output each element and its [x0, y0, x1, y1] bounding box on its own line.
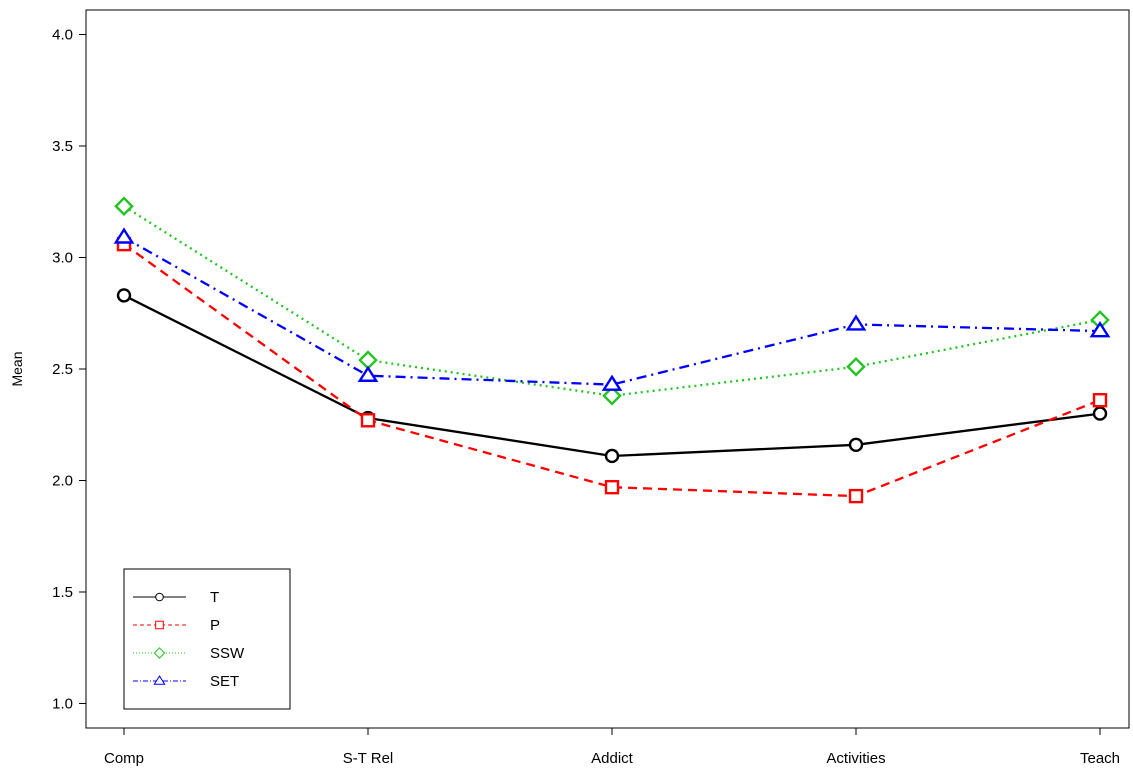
- y-tick-label: 2.0: [52, 472, 73, 489]
- triangle-marker-1: [357, 365, 379, 382]
- y-axis: 1.0 1.5 2.0 2.5 3.0 3.5 4.0: [52, 27, 87, 712]
- legend-marker: [153, 675, 166, 685]
- y-tick-label: 3.0: [52, 250, 73, 267]
- legend-label: SSW: [210, 645, 245, 662]
- legend-item-ssw: SSW: [133, 645, 245, 662]
- diamond-marker-3: [846, 356, 866, 377]
- legend-marker: [155, 592, 164, 602]
- x-axis: Comp S-T Rel Addict Activities Teach: [104, 727, 1120, 767]
- circle-marker-0: [116, 288, 132, 303]
- square-marker-1: [360, 413, 376, 428]
- y-tick-label: 1.0: [52, 695, 73, 712]
- series-ssw: [114, 196, 1110, 406]
- circle-marker-4: [1092, 406, 1108, 421]
- series-set: [113, 227, 1111, 391]
- x-tick-label: Addict: [591, 750, 634, 767]
- series-line-ssw: [123, 205, 1101, 397]
- y-tick-label: 1.5: [52, 584, 73, 601]
- triangle-marker-2: [601, 374, 623, 391]
- square-marker-2: [604, 479, 620, 495]
- legend: TP SSW SET: [123, 568, 291, 710]
- diamond-marker-0: [114, 196, 134, 217]
- x-tick-label: S-T Rel: [343, 750, 394, 767]
- diamond-marker-2: [602, 385, 622, 406]
- legend-box: [123, 568, 291, 710]
- y-tick-label: 2.5: [52, 361, 73, 378]
- legend-label: P: [210, 617, 220, 634]
- legend-item-set: SET: [133, 673, 239, 690]
- circle-marker-3: [848, 437, 864, 453]
- square-marker-3: [848, 488, 864, 504]
- y-axis-title: Mean: [9, 351, 25, 386]
- triangle-marker-3: [845, 314, 867, 331]
- legend-label: SET: [210, 673, 239, 690]
- circle-marker-2: [604, 448, 620, 464]
- series-line-p: [123, 243, 1101, 498]
- square-marker-4: [1092, 393, 1108, 408]
- series-line-set: [123, 236, 1101, 386]
- x-tick-label: Comp: [104, 750, 144, 767]
- legend-item-p: P: [133, 617, 220, 634]
- y-tick-label: 3.5: [52, 138, 73, 155]
- legend-item-t: T: [133, 589, 219, 606]
- triangle-marker-4: [1089, 321, 1111, 338]
- x-tick-label: Teach: [1080, 750, 1120, 767]
- x-tick-label: Activities: [826, 750, 885, 767]
- series-p: [116, 236, 1108, 504]
- triangle-marker-0: [113, 227, 135, 244]
- legend-marker: [153, 647, 166, 659]
- series-layer: [113, 196, 1111, 504]
- legend-marker: [155, 620, 164, 630]
- y-tick-label: 4.0: [52, 27, 73, 44]
- series-t: [116, 288, 1108, 464]
- legend-label: T: [210, 589, 219, 606]
